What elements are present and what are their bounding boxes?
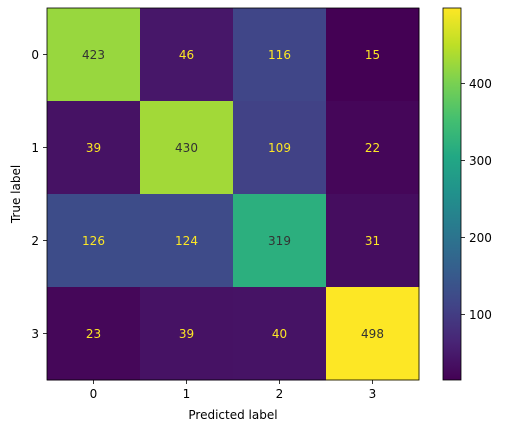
- x-tick-label: 3: [369, 387, 377, 401]
- cell-value-label: 109: [268, 141, 291, 155]
- heatmap-cell: [326, 287, 420, 381]
- colorbar-tick-label: 300: [469, 154, 492, 168]
- y-tick-label: 3: [31, 327, 39, 341]
- cell-value-label: 319: [268, 234, 291, 248]
- colorbar-tick-label: 200: [469, 231, 492, 245]
- plot-frame: [46, 7, 420, 381]
- colorbar-tick-label: 100: [469, 308, 492, 322]
- cell-value-label: 40: [272, 327, 287, 341]
- x-tick-label: 1: [183, 387, 191, 401]
- heatmap-cell: [140, 194, 234, 288]
- cell-value-label: 15: [365, 48, 380, 62]
- heatmap-cell: [47, 194, 141, 288]
- y-tick-label: 2: [31, 234, 39, 248]
- cell-value-label: 39: [86, 141, 101, 155]
- cell-value-label: 46: [179, 48, 194, 62]
- heatmap-cell: [233, 101, 327, 195]
- x-tick-label: 2: [276, 387, 284, 401]
- cell-value-label: 430: [175, 141, 198, 155]
- x-axis-ticks: 0 1 2 3: [90, 380, 377, 401]
- heatmap-cell: [140, 287, 234, 381]
- cell-value-label: 31: [365, 234, 380, 248]
- y-axis-ticks: 0 1 2 3: [31, 48, 47, 341]
- x-axis-label: Predicted label: [188, 408, 277, 422]
- cell-value-label: 39: [179, 327, 194, 341]
- heatmap-cell: [140, 101, 234, 195]
- x-tick-label: 0: [90, 387, 98, 401]
- y-tick-label: 1: [31, 141, 39, 155]
- colorbar-ticks: 100 200 300 400: [461, 77, 492, 322]
- heatmap-cell-labels: 423 46 116 15 39 430 109 22 126 124 319 31 23 39 40 498: [82, 48, 384, 341]
- cell-value-label: 126: [82, 234, 105, 248]
- colorbar-tick-label: 400: [469, 77, 492, 91]
- cell-value-label: 116: [268, 48, 291, 62]
- heatmap-cell: [326, 8, 420, 102]
- cell-value-label: 23: [86, 327, 101, 341]
- heatmap-cell: [47, 287, 141, 381]
- y-tick-label: 0: [31, 48, 39, 62]
- heatmap-cell: [140, 8, 234, 102]
- heatmap-cells: [47, 8, 420, 381]
- cell-value-label: 22: [365, 141, 380, 155]
- y-axis-label: True label: [9, 165, 23, 224]
- colorbar-frame: [442, 7, 462, 381]
- heatmap-cell: [326, 101, 420, 195]
- heatmap-cell: [233, 8, 327, 102]
- heatmap-cell: [233, 194, 327, 288]
- heatmap-cell: [326, 194, 420, 288]
- heatmap-cell: [233, 287, 327, 381]
- colorbar: [443, 8, 461, 380]
- cell-value-label: 423: [82, 48, 105, 62]
- heatmap-cell: [47, 101, 141, 195]
- cell-value-label: 124: [175, 234, 198, 248]
- heatmap-cell: [47, 8, 141, 102]
- cell-value-label: 498: [361, 327, 384, 341]
